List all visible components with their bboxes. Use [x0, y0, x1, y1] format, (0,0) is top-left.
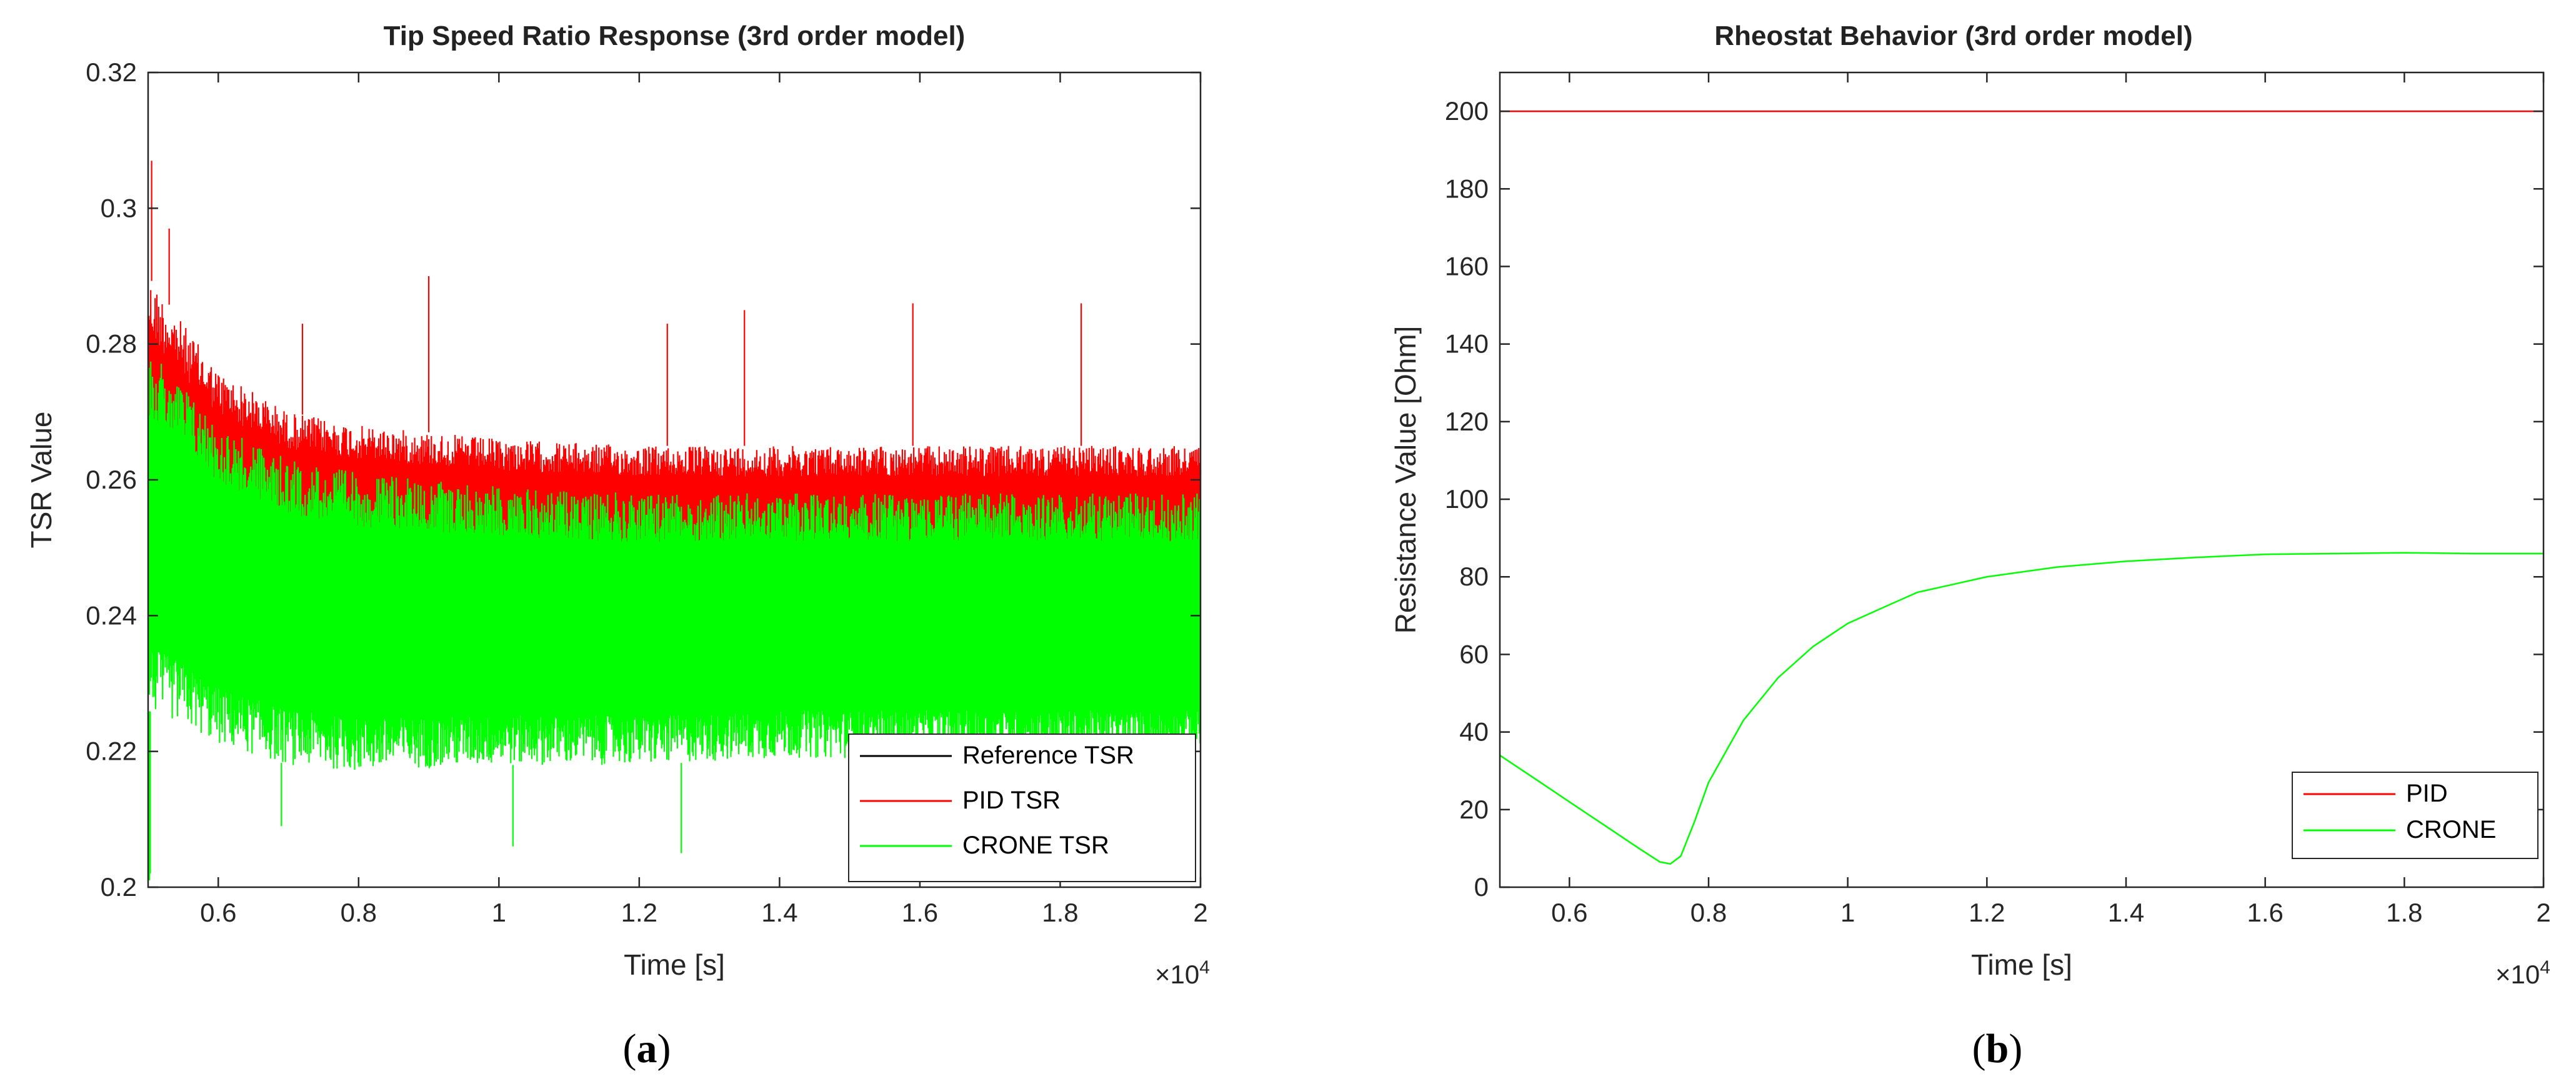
- panel-b-y-tick-label: 200: [1445, 96, 1489, 126]
- panel-a-x-tick-label: 0.6: [200, 898, 236, 927]
- panel-b-x-tick-label: 1.6: [2247, 898, 2283, 927]
- panel-a-legend-label-crone-tsr: CRONE TSR: [962, 832, 1109, 859]
- panel-a-y-axis-label: TSR Value: [25, 411, 57, 548]
- panel-b-x-ticks: 0.6 0.8 1 1.2 1.4 1.6 1.8 2: [1551, 72, 2551, 927]
- panel-b-y-ticks: 0 20 40 60 80 100 120 140 160 180 200: [1445, 96, 2544, 902]
- panel-a-tsr-chart: Tip Speed Ratio Response (3rd order mode…: [25, 21, 1210, 989]
- panel-a-legend-label-pid-tsr: PID TSR: [962, 787, 1061, 814]
- panel-b-rheostat-chart: Rheostat Behavior (3rd order model) 0.6 0…: [1389, 21, 2551, 989]
- panel-b-x-tick-label: 1.8: [2386, 898, 2422, 927]
- caption-b: (b): [1972, 1026, 2023, 1072]
- panel-b-plot-area: [1500, 72, 2544, 887]
- panel-a-x-tick-label: 1: [492, 898, 506, 927]
- panel-b-y-tick-label: 60: [1459, 639, 1489, 669]
- panel-a-x-tick-label: 1.4: [761, 898, 797, 927]
- panel-a-title: Tip Speed Ratio Response (3rd order mode…: [384, 21, 966, 51]
- panel-b-series-layer: [1499, 110, 2544, 865]
- panel-b-y-tick-label: 80: [1459, 562, 1489, 591]
- panel-b-y-tick-label: 0: [1474, 872, 1489, 902]
- panel-a-x-tick-label: 1.2: [621, 898, 657, 927]
- panel-a-y-tick-label: 0.32: [86, 57, 137, 87]
- panel-a-y-ticks: 0.2 0.22 0.24 0.26 0.28 0.3 0.32: [86, 57, 1201, 902]
- panel-a-y-tick-label: 0.2: [101, 872, 137, 902]
- panel-a-x-exponent: ×104: [1155, 957, 1210, 990]
- panel-a-y-tick-label: 0.22: [86, 737, 137, 766]
- panel-b-y-tick-label: 180: [1445, 174, 1489, 203]
- panel-a-x-tick-label: 1.6: [902, 898, 938, 927]
- panel-b-series-crone: [1499, 552, 2544, 865]
- panel-a-x-tick-label: 2: [1193, 898, 1207, 927]
- panel-a-y-tick-label: 0.3: [101, 193, 137, 222]
- panel-b-legend-label-crone: CRONE: [2406, 816, 2496, 843]
- panel-b-y-tick-label: 20: [1459, 795, 1489, 824]
- panel-b-y-tick-label: 40: [1459, 717, 1489, 747]
- panel-b-y-tick-label: 100: [1445, 484, 1489, 514]
- panel-b-y-tick-label: 120: [1445, 407, 1489, 436]
- panel-b-y-axis-label: Resistance Value [Ohm]: [1389, 326, 1422, 634]
- panel-b-x-tick-label: 0.8: [1690, 898, 1727, 927]
- caption-a: (a): [623, 1026, 671, 1072]
- panel-a-x-tick-label: 1.8: [1042, 898, 1078, 927]
- panel-a-y-tick-label: 0.24: [86, 600, 137, 630]
- panel-b-legend-label-pid: PID: [2406, 780, 2448, 807]
- panel-a-legend-box: [848, 733, 1196, 882]
- panel-b-x-exponent: ×104: [2495, 957, 2550, 990]
- panel-a-x-axis-label: Time [s]: [624, 948, 725, 981]
- caption-a-letter: a: [637, 1026, 657, 1072]
- panel-a-y-tick-label: 0.28: [86, 329, 137, 359]
- panel-b-axes-box: [1499, 71, 2545, 888]
- panel-b-title: Rheostat Behavior (3rd order model): [1714, 21, 2192, 51]
- panel-a-series-crone-tsr: [147, 361, 1202, 770]
- panel-b-x-tick-label: 1: [1840, 898, 1855, 927]
- panel-b-x-tick-label: 1.4: [2108, 898, 2144, 927]
- panel-b-y-tick-label: 160: [1445, 251, 1489, 281]
- panel-a-x-ticks: 0.6 0.8 1 1.2 1.4 1.6 1.8 2: [200, 72, 1208, 927]
- panel-b-x-tick-label: 1.2: [1969, 898, 2005, 927]
- panel-a-legend-label-reference-tsr: Reference TSR: [962, 742, 1134, 769]
- panel-a-x-tick-label: 0.8: [341, 898, 377, 927]
- panel-a-y-tick-label: 0.26: [86, 465, 137, 494]
- panel-b-x-tick-label: 2: [2536, 898, 2550, 927]
- caption-b-letter: b: [1986, 1026, 2009, 1072]
- panel-b-legend-box: [2292, 772, 2539, 859]
- panel-b-x-tick-label: 0.6: [1551, 898, 1587, 927]
- panel-a-legend: Reference TSR PID TSR CRONE TSR: [848, 733, 1196, 882]
- panel-b-legend: PID CRONE: [2292, 772, 2539, 859]
- panel-b-y-tick-label: 140: [1445, 329, 1489, 359]
- panel-b-x-axis-label: Time [s]: [1971, 948, 2072, 981]
- panel-a-series-pid-tsr: [147, 290, 1202, 616]
